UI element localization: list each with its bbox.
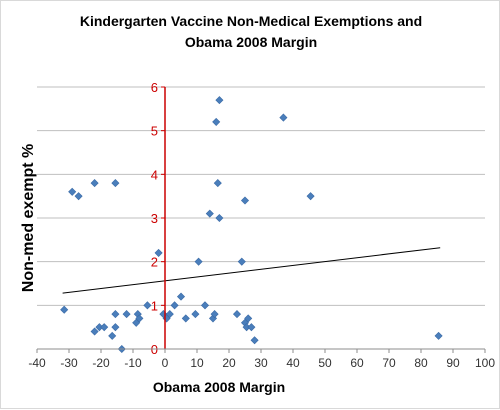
data-point [122,310,131,319]
x-tick-label: 30 [254,356,268,370]
data-point [165,310,174,319]
data-point [250,336,259,345]
data-point [111,310,120,319]
x-tick-label: 0 [162,356,169,370]
x-axis: -40 -30 -20 -10 0 10 20 30 40 50 60 70 80 90 100 [28,348,495,370]
x-tick-label: 80 [414,356,428,370]
data-point [279,113,288,122]
gridlines [37,86,485,306]
x-tick-label: 70 [382,356,396,370]
data-point [111,323,120,332]
y-tick-label: 2 [151,255,158,270]
data-point [90,327,99,336]
x-tick-label: 50 [318,356,332,370]
x-tick-label: 10 [190,356,204,370]
data-point [306,192,315,201]
data-point [90,179,99,188]
data-point [68,187,77,196]
chart-title-line-2: Obama 2008 Margin [184,34,318,50]
data-point [244,314,253,323]
x-tick-label: -30 [60,356,78,370]
x-tick-label: 20 [222,356,236,370]
x-tick-label: 90 [446,356,460,370]
data-point [205,209,214,218]
y-axis-title: Non-med exempt % [20,144,37,292]
data-point [111,179,120,188]
data-points [60,96,443,354]
data-point [143,301,152,310]
data-point [100,323,109,332]
data-point [176,292,186,301]
x-tick-label: 40 [286,356,300,370]
data-point [232,310,242,319]
data-point [154,248,163,257]
data-point [194,257,203,266]
data-point [240,196,250,205]
data-point [212,117,221,126]
chart-title-line-1: Kindergarten Vaccine Non-Medical Exempti… [79,13,423,29]
data-point [210,310,219,319]
data-point [215,213,224,223]
data-point [247,323,256,332]
data-point [237,257,246,266]
y-tick-label: 1 [151,298,158,313]
x-tick-label: -10 [124,356,142,370]
y-tick-label: 6 [151,80,158,95]
data-point [191,310,200,319]
data-point [200,301,210,310]
data-point [60,305,69,314]
x-tick-label: -40 [28,356,46,370]
data-point [74,192,83,201]
x-axis-title: Obama 2008 Margin [153,379,285,395]
data-point [135,314,144,323]
y-tick-label: 5 [151,124,158,139]
data-point [170,301,179,310]
y-tick-label: 4 [151,167,158,182]
trendline-group [62,247,441,294]
y-tick-label: 3 [151,211,158,226]
data-point [213,179,222,188]
x-tick-label: 100 [475,356,495,370]
chart-title: Kindergarten Vaccine Non-Medical Exempti… [1,11,500,53]
x-tick-label: -20 [92,356,110,370]
data-point [181,314,190,323]
x-tick-label: 60 [350,356,364,370]
data-point [108,331,117,340]
trendline [62,247,441,294]
data-point [434,331,443,340]
data-point [215,96,224,105]
